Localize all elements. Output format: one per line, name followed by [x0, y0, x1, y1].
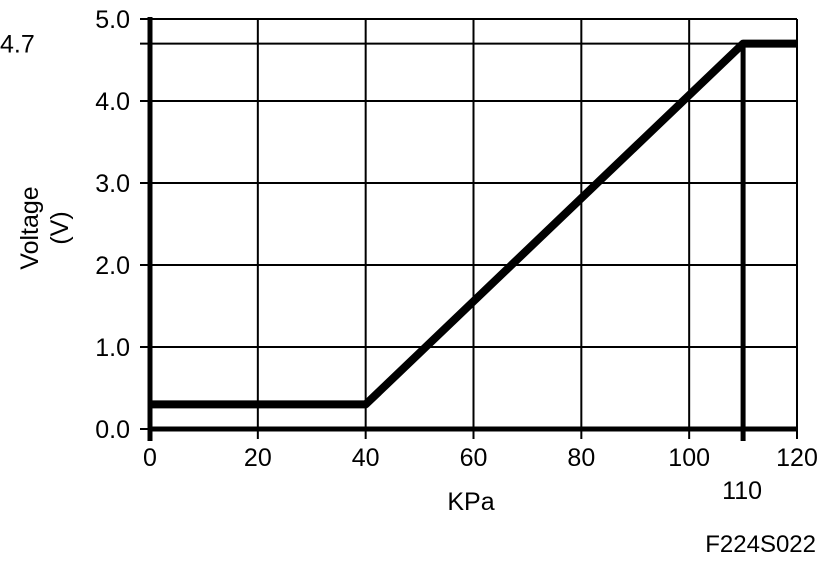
reference-label-x: 110	[722, 477, 762, 505]
y-tick-label: 0.0	[95, 416, 130, 444]
y-tick-label: 2.0	[95, 252, 130, 280]
reference-lines	[140, 42, 797, 441]
x-tick-label: 20	[244, 444, 272, 472]
axes	[140, 17, 798, 441]
x-tick-label: 60	[460, 444, 488, 472]
y-axis-title-group: Voltage (V)	[16, 186, 74, 269]
x-tick-label: 40	[352, 444, 380, 472]
y-axis-title-line1: Voltage	[16, 186, 44, 269]
x-tick-label: 0	[143, 444, 157, 472]
y-tick-label: 5.0	[95, 6, 130, 34]
reference-label-y: 4.7	[0, 31, 35, 59]
voltage-series-line	[150, 39, 797, 409]
tick-labels: 0 20 40 60 80 100 120 0.0 1.0 2.0 3.0 4.0 5.0 4.7 110	[0, 6, 818, 505]
y-axis-title-line2: (V)	[46, 211, 74, 244]
series	[150, 39, 797, 409]
grid	[150, 18, 798, 429]
y-tick-label: 4.0	[95, 88, 130, 116]
figure-code: F224S022	[705, 531, 816, 558]
x-tick-label: 120	[776, 444, 818, 472]
y-tick-label: 3.0	[95, 170, 130, 198]
x-tick-label: 80	[567, 444, 595, 472]
y-tick-label: 1.0	[95, 334, 130, 362]
x-tick-label: 100	[668, 444, 710, 472]
x-axis-title: KPa	[447, 488, 494, 516]
